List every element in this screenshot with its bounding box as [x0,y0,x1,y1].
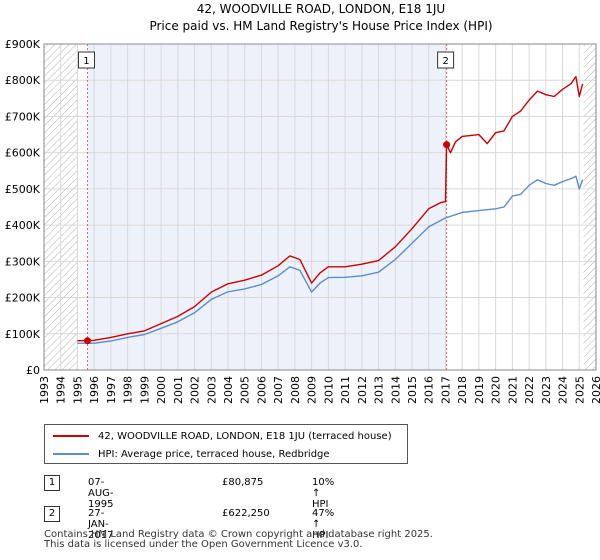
x-tick-label: 2021 [506,376,519,404]
x-tick-label: 1995 [71,376,84,404]
x-tick-label: 2020 [490,376,503,404]
transaction-price: £80,875 [222,477,264,488]
sale-number-label: 2 [442,56,448,67]
legend: 42, WOODVILLE ROAD, LONDON, E18 1JU (ter… [44,424,408,464]
sale-number-box [437,51,455,69]
x-tick-label: 1998 [122,376,135,404]
y-tick-label: £600K [5,147,41,160]
transaction-hpi-change: 47% ↑ HPI [312,508,335,541]
x-tick-label: 2019 [473,376,486,404]
x-tick-label: 2025 [573,376,586,404]
footer-licence: This data is licensed under the Open Gov… [44,539,363,550]
transaction-date: 27-JAN-2017 [88,508,114,541]
sale-point [83,337,91,345]
legend-hpi-label: HPI: Average price, terraced house, Redb… [98,448,330,460]
x-tick-label: 2002 [189,376,202,404]
y-tick-label: £800K [5,74,41,87]
x-tick-label: 2018 [456,376,469,404]
chart-subtitle: Price paid vs. HM Land Registry's House … [149,19,492,33]
legend-item-hpi: HPI: Average price, terraced house, Redb… [53,446,330,462]
y-tick-label: £200K [5,292,41,305]
x-tick-label: 2006 [255,376,268,404]
y-tick-label: £0 [26,364,40,377]
chart-title: 42, WOODVILLE ROAD, LONDON, E18 1JU [197,2,445,16]
legend-item-property: 42, WOODVILLE ROAD, LONDON, E18 1JU (ter… [53,428,392,444]
ownership-shaded-region [87,44,447,370]
transaction-hpi-change: 10% ↑ HPI [312,477,335,510]
x-tick-label: 2007 [272,376,285,404]
x-tick-label: 2000 [155,376,168,404]
sale-point [443,141,451,149]
x-tick-label: 2010 [322,376,335,404]
x-tick-label: 2001 [172,376,185,404]
x-tick-label: 2009 [306,376,319,404]
y-tick-label: £100K [5,328,41,341]
series-line [77,175,584,344]
x-tick-label: 2005 [239,376,252,404]
x-tick-label: 2012 [356,376,369,404]
transaction-marker: 1 [44,475,60,491]
y-tick-label: £500K [5,183,41,196]
x-tick-label: 1999 [138,376,151,404]
x-tick-label: 2013 [373,376,386,404]
x-tick-label: 2014 [389,376,402,404]
hatched-region [583,44,596,370]
x-tick-label: 2022 [523,376,536,404]
x-tick-label: 2024 [557,376,570,404]
x-tick-label: 2003 [205,376,218,404]
x-tick-label: 2004 [222,376,235,404]
x-tick-label: 2011 [339,376,352,404]
sale-number-box [77,51,95,69]
footer-copyright: Contains HM Land Registry data © Crown c… [44,529,433,540]
transaction-price: £622,250 [222,508,270,519]
sale-number-label: 1 [83,56,89,67]
x-tick-label: 2026 [590,376,600,404]
y-tick-label: £400K [5,219,41,232]
y-tick-label: £900K [5,38,41,51]
series-line [77,75,584,342]
price-chart: 42, WOODVILLE ROAD, LONDON, E18 1JU Pric… [5,2,600,404]
x-tick-label: 1997 [105,376,118,404]
legend-property-label: 42, WOODVILLE ROAD, LONDON, E18 1JU (ter… [98,430,392,442]
legend-property-swatch [53,435,89,437]
x-tick-label: 2017 [439,376,452,404]
x-tick-label: 1993 [38,376,51,404]
x-tick-label: 2023 [540,376,553,404]
x-tick-label: 2015 [406,376,419,404]
y-tick-label: £300K [5,255,41,268]
legend-hpi-swatch [53,453,89,455]
transaction-marker: 2 [44,506,60,522]
x-tick-label: 2008 [289,376,302,404]
plot-frame [43,43,597,371]
x-tick-label: 1994 [55,376,68,404]
y-tick-label: £700K [5,110,41,123]
footer-attribution: Contains HM Land Registry data © Crown c… [44,530,433,550]
x-tick-label: 2016 [423,376,436,404]
x-tick-label: 1996 [88,376,101,404]
transaction-date: 07-AUG-1995 [88,477,114,510]
